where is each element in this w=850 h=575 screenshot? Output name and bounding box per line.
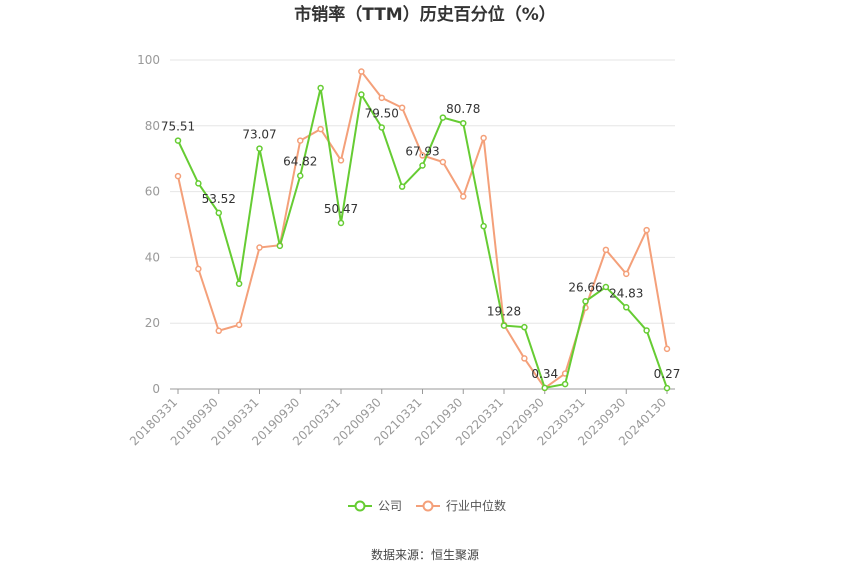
data-point: [256, 244, 263, 251]
legend-swatch-marker: [422, 500, 434, 512]
data-label: 19.28: [487, 305, 521, 319]
data-point: [358, 91, 365, 98]
source-note: 数据来源：恒生聚源: [371, 547, 479, 562]
data-point: [643, 226, 650, 234]
data-point: [460, 119, 467, 127]
data-point: [521, 355, 528, 362]
data-point: [480, 134, 487, 142]
data-label: 79.50: [365, 106, 399, 120]
data-point: [561, 380, 569, 388]
data-labels: 75.51 53.52 73.07 64.82 50.47 79.50 67.93 80.78…: [161, 102, 681, 381]
data-point: [419, 162, 426, 169]
legend-label: 公司: [378, 499, 402, 513]
data-point: [582, 298, 589, 305]
data-label: 64.82: [283, 155, 317, 169]
data-label: 50.47: [324, 202, 358, 216]
data-label: 0.34: [531, 367, 558, 381]
data-point: [643, 327, 650, 334]
data-point: [337, 219, 345, 227]
data-point: [623, 270, 630, 278]
data-point: [297, 137, 304, 144]
data-label: 80.78: [446, 102, 480, 116]
data-point: [215, 327, 222, 335]
legend[interactable]: 公司 行业中位数: [348, 498, 506, 513]
data-label: 26.66: [568, 280, 602, 294]
data-point: [337, 157, 345, 164]
data-point: [460, 193, 467, 200]
data-label: 75.51: [161, 120, 195, 134]
legend-item-1[interactable]: 行业中位数: [416, 498, 506, 513]
y-tick-label: 100: [137, 53, 160, 67]
data-point: [521, 323, 528, 331]
data-label: 67.93: [405, 145, 439, 159]
data-label: 24.83: [609, 286, 643, 300]
data-point: [195, 265, 202, 273]
data-point: [317, 84, 324, 92]
data-point: [439, 114, 447, 121]
legend-swatch-marker: [354, 500, 366, 512]
series-line-1: [177, 69, 668, 390]
data-point: [419, 152, 426, 159]
data-point: [276, 242, 284, 250]
y-tick-label: 0: [152, 382, 160, 396]
data-point: [623, 304, 630, 311]
data-point: [663, 345, 671, 353]
data-point: [235, 280, 243, 287]
y-tick-label: 60: [145, 185, 160, 199]
data-point: [480, 222, 487, 230]
data-point: [398, 104, 406, 111]
data-point: [500, 322, 508, 329]
data-point: [256, 145, 263, 152]
data-point: [215, 209, 222, 217]
grid: [170, 59, 675, 390]
y-tick-label: 20: [145, 316, 160, 330]
data-point: [378, 124, 385, 131]
data-point: [378, 94, 385, 102]
data-point: [358, 68, 365, 75]
data-point: [602, 283, 610, 291]
data-point: [174, 172, 182, 180]
data-label: 0.27: [654, 367, 681, 381]
data-point: [602, 246, 610, 254]
data-point: [195, 180, 202, 187]
data-point: [663, 384, 671, 392]
data-point: [398, 183, 406, 190]
data-point: [317, 125, 324, 133]
chart-title: 市销率（TTM）历史百分位（%）: [294, 4, 556, 25]
series: [174, 68, 671, 392]
data-point: [235, 321, 243, 329]
data-point: [439, 158, 447, 166]
data-point: [297, 172, 304, 179]
data-point: [541, 384, 548, 392]
data-point: [174, 137, 182, 144]
y-tick-label: 40: [145, 250, 160, 264]
data-label: 53.52: [202, 192, 236, 206]
y-tick-label: 80: [145, 119, 160, 133]
legend-label: 行业中位数: [446, 498, 506, 513]
legend-item-0[interactable]: 公司: [348, 499, 402, 513]
data-label: 73.07: [242, 128, 276, 142]
